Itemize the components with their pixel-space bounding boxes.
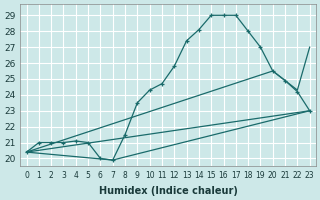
X-axis label: Humidex (Indice chaleur): Humidex (Indice chaleur) <box>99 186 237 196</box>
